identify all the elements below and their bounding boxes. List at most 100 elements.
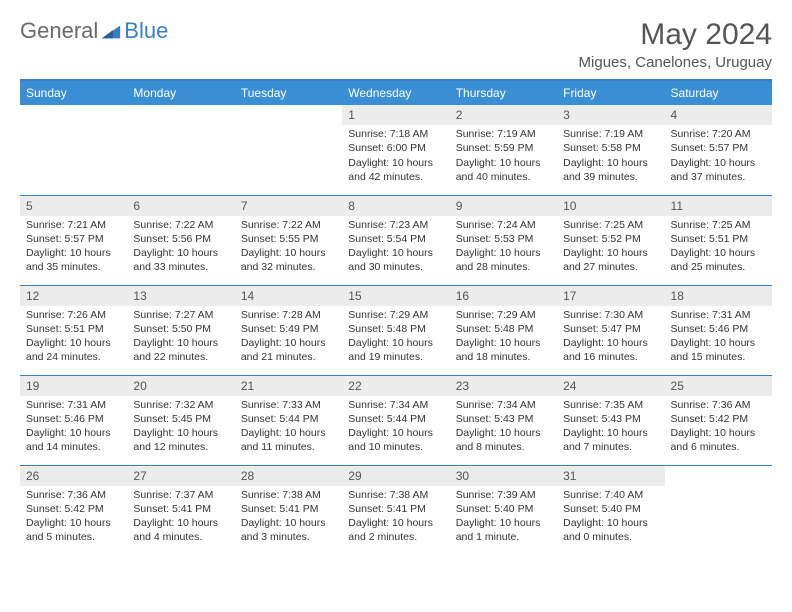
calendar-cell (127, 105, 234, 195)
day-content: Sunrise: 7:28 AMSunset: 5:49 PMDaylight:… (235, 308, 342, 369)
day-number: 7 (235, 196, 342, 216)
day-content: Sunrise: 7:22 AMSunset: 5:56 PMDaylight:… (127, 218, 234, 279)
sunrise-text: Sunrise: 7:35 AM (563, 398, 658, 412)
calendar-cell: 5Sunrise: 7:21 AMSunset: 5:57 PMDaylight… (20, 195, 127, 285)
day-number: 17 (557, 286, 664, 306)
calendar-cell: 3Sunrise: 7:19 AMSunset: 5:58 PMDaylight… (557, 105, 664, 195)
sunset-text: Sunset: 5:50 PM (133, 322, 228, 336)
day-number: 27 (127, 466, 234, 486)
location-text: Migues, Canelones, Uruguay (579, 54, 772, 71)
day-content: Sunrise: 7:24 AMSunset: 5:53 PMDaylight:… (450, 218, 557, 279)
sunrise-text: Sunrise: 7:29 AM (348, 308, 443, 322)
calendar-cell: 1Sunrise: 7:18 AMSunset: 6:00 PMDaylight… (342, 105, 449, 195)
calendar-week: 1Sunrise: 7:18 AMSunset: 6:00 PMDaylight… (20, 105, 772, 195)
day-number: 26 (20, 466, 127, 486)
sunrise-text: Sunrise: 7:27 AM (133, 308, 228, 322)
header: General Blue May 2024 Migues, Canelones,… (20, 18, 772, 71)
daylight-text: Daylight: 10 hours and 19 minutes. (348, 336, 443, 364)
day-number: 9 (450, 196, 557, 216)
sunset-text: Sunset: 5:45 PM (133, 412, 228, 426)
day-number: 13 (127, 286, 234, 306)
daylight-text: Daylight: 10 hours and 2 minutes. (348, 516, 443, 544)
daylight-text: Daylight: 10 hours and 7 minutes. (563, 426, 658, 454)
sunset-text: Sunset: 5:44 PM (348, 412, 443, 426)
day-content: Sunrise: 7:29 AMSunset: 5:48 PMDaylight:… (342, 308, 449, 369)
sunrise-text: Sunrise: 7:26 AM (26, 308, 121, 322)
day-number: 24 (557, 376, 664, 396)
calendar-week: 12Sunrise: 7:26 AMSunset: 5:51 PMDayligh… (20, 285, 772, 375)
daylight-text: Daylight: 10 hours and 5 minutes. (26, 516, 121, 544)
calendar-cell: 23Sunrise: 7:34 AMSunset: 5:43 PMDayligh… (450, 375, 557, 465)
day-number: 5 (20, 196, 127, 216)
day-header: Sunday (20, 81, 127, 105)
sunset-text: Sunset: 5:51 PM (671, 232, 766, 246)
sunrise-text: Sunrise: 7:38 AM (348, 488, 443, 502)
day-content: Sunrise: 7:25 AMSunset: 5:52 PMDaylight:… (557, 218, 664, 279)
day-content: Sunrise: 7:26 AMSunset: 5:51 PMDaylight:… (20, 308, 127, 369)
calendar-week: 26Sunrise: 7:36 AMSunset: 5:42 PMDayligh… (20, 465, 772, 555)
day-content: Sunrise: 7:32 AMSunset: 5:45 PMDaylight:… (127, 398, 234, 459)
day-content: Sunrise: 7:18 AMSunset: 6:00 PMDaylight:… (342, 127, 449, 188)
sunrise-text: Sunrise: 7:19 AM (563, 127, 658, 141)
daylight-text: Daylight: 10 hours and 18 minutes. (456, 336, 551, 364)
daylight-text: Daylight: 10 hours and 10 minutes. (348, 426, 443, 454)
calendar-week: 19Sunrise: 7:31 AMSunset: 5:46 PMDayligh… (20, 375, 772, 465)
sunrise-text: Sunrise: 7:30 AM (563, 308, 658, 322)
calendar-cell: 27Sunrise: 7:37 AMSunset: 5:41 PMDayligh… (127, 465, 234, 555)
day-content: Sunrise: 7:38 AMSunset: 5:41 PMDaylight:… (342, 488, 449, 549)
day-number: 12 (20, 286, 127, 306)
day-content: Sunrise: 7:38 AMSunset: 5:41 PMDaylight:… (235, 488, 342, 549)
sunset-text: Sunset: 5:41 PM (348, 502, 443, 516)
day-content: Sunrise: 7:34 AMSunset: 5:43 PMDaylight:… (450, 398, 557, 459)
daylight-text: Daylight: 10 hours and 21 minutes. (241, 336, 336, 364)
sunrise-text: Sunrise: 7:22 AM (241, 218, 336, 232)
daylight-text: Daylight: 10 hours and 32 minutes. (241, 246, 336, 274)
calendar-cell: 13Sunrise: 7:27 AMSunset: 5:50 PMDayligh… (127, 285, 234, 375)
sunrise-text: Sunrise: 7:31 AM (26, 398, 121, 412)
day-content: Sunrise: 7:21 AMSunset: 5:57 PMDaylight:… (20, 218, 127, 279)
sunset-text: Sunset: 5:40 PM (563, 502, 658, 516)
calendar-cell: 16Sunrise: 7:29 AMSunset: 5:48 PMDayligh… (450, 285, 557, 375)
calendar-cell: 11Sunrise: 7:25 AMSunset: 5:51 PMDayligh… (665, 195, 772, 285)
sunrise-text: Sunrise: 7:34 AM (456, 398, 551, 412)
day-header: Thursday (450, 81, 557, 105)
sunset-text: Sunset: 5:48 PM (456, 322, 551, 336)
day-number: 25 (665, 376, 772, 396)
daylight-text: Daylight: 10 hours and 42 minutes. (348, 156, 443, 184)
logo-text-general: General (20, 18, 98, 44)
day-number: 8 (342, 196, 449, 216)
sunrise-text: Sunrise: 7:25 AM (671, 218, 766, 232)
calendar-cell: 9Sunrise: 7:24 AMSunset: 5:53 PMDaylight… (450, 195, 557, 285)
day-content: Sunrise: 7:27 AMSunset: 5:50 PMDaylight:… (127, 308, 234, 369)
day-number: 10 (557, 196, 664, 216)
sunset-text: Sunset: 5:53 PM (456, 232, 551, 246)
day-number: 2 (450, 105, 557, 125)
sunset-text: Sunset: 5:41 PM (241, 502, 336, 516)
calendar-header-row: SundayMondayTuesdayWednesdayThursdayFrid… (20, 81, 772, 105)
sunrise-text: Sunrise: 7:38 AM (241, 488, 336, 502)
calendar-cell: 7Sunrise: 7:22 AMSunset: 5:55 PMDaylight… (235, 195, 342, 285)
sunset-text: Sunset: 5:59 PM (456, 141, 551, 155)
day-content: Sunrise: 7:19 AMSunset: 5:58 PMDaylight:… (557, 127, 664, 188)
calendar-cell: 25Sunrise: 7:36 AMSunset: 5:42 PMDayligh… (665, 375, 772, 465)
logo-text-blue: Blue (124, 18, 168, 44)
calendar-body: 1Sunrise: 7:18 AMSunset: 6:00 PMDaylight… (20, 105, 772, 555)
sunset-text: Sunset: 5:42 PM (671, 412, 766, 426)
sunrise-text: Sunrise: 7:18 AM (348, 127, 443, 141)
day-number: 4 (665, 105, 772, 125)
calendar-cell: 22Sunrise: 7:34 AMSunset: 5:44 PMDayligh… (342, 375, 449, 465)
sunset-text: Sunset: 5:57 PM (671, 141, 766, 155)
daylight-text: Daylight: 10 hours and 15 minutes. (671, 336, 766, 364)
day-content: Sunrise: 7:19 AMSunset: 5:59 PMDaylight:… (450, 127, 557, 188)
daylight-text: Daylight: 10 hours and 16 minutes. (563, 336, 658, 364)
calendar-cell: 6Sunrise: 7:22 AMSunset: 5:56 PMDaylight… (127, 195, 234, 285)
daylight-text: Daylight: 10 hours and 22 minutes. (133, 336, 228, 364)
daylight-text: Daylight: 10 hours and 3 minutes. (241, 516, 336, 544)
sunrise-text: Sunrise: 7:33 AM (241, 398, 336, 412)
day-content: Sunrise: 7:40 AMSunset: 5:40 PMDaylight:… (557, 488, 664, 549)
day-content: Sunrise: 7:35 AMSunset: 5:43 PMDaylight:… (557, 398, 664, 459)
sunset-text: Sunset: 5:52 PM (563, 232, 658, 246)
sunset-text: Sunset: 5:54 PM (348, 232, 443, 246)
day-number: 28 (235, 466, 342, 486)
calendar-cell (20, 105, 127, 195)
